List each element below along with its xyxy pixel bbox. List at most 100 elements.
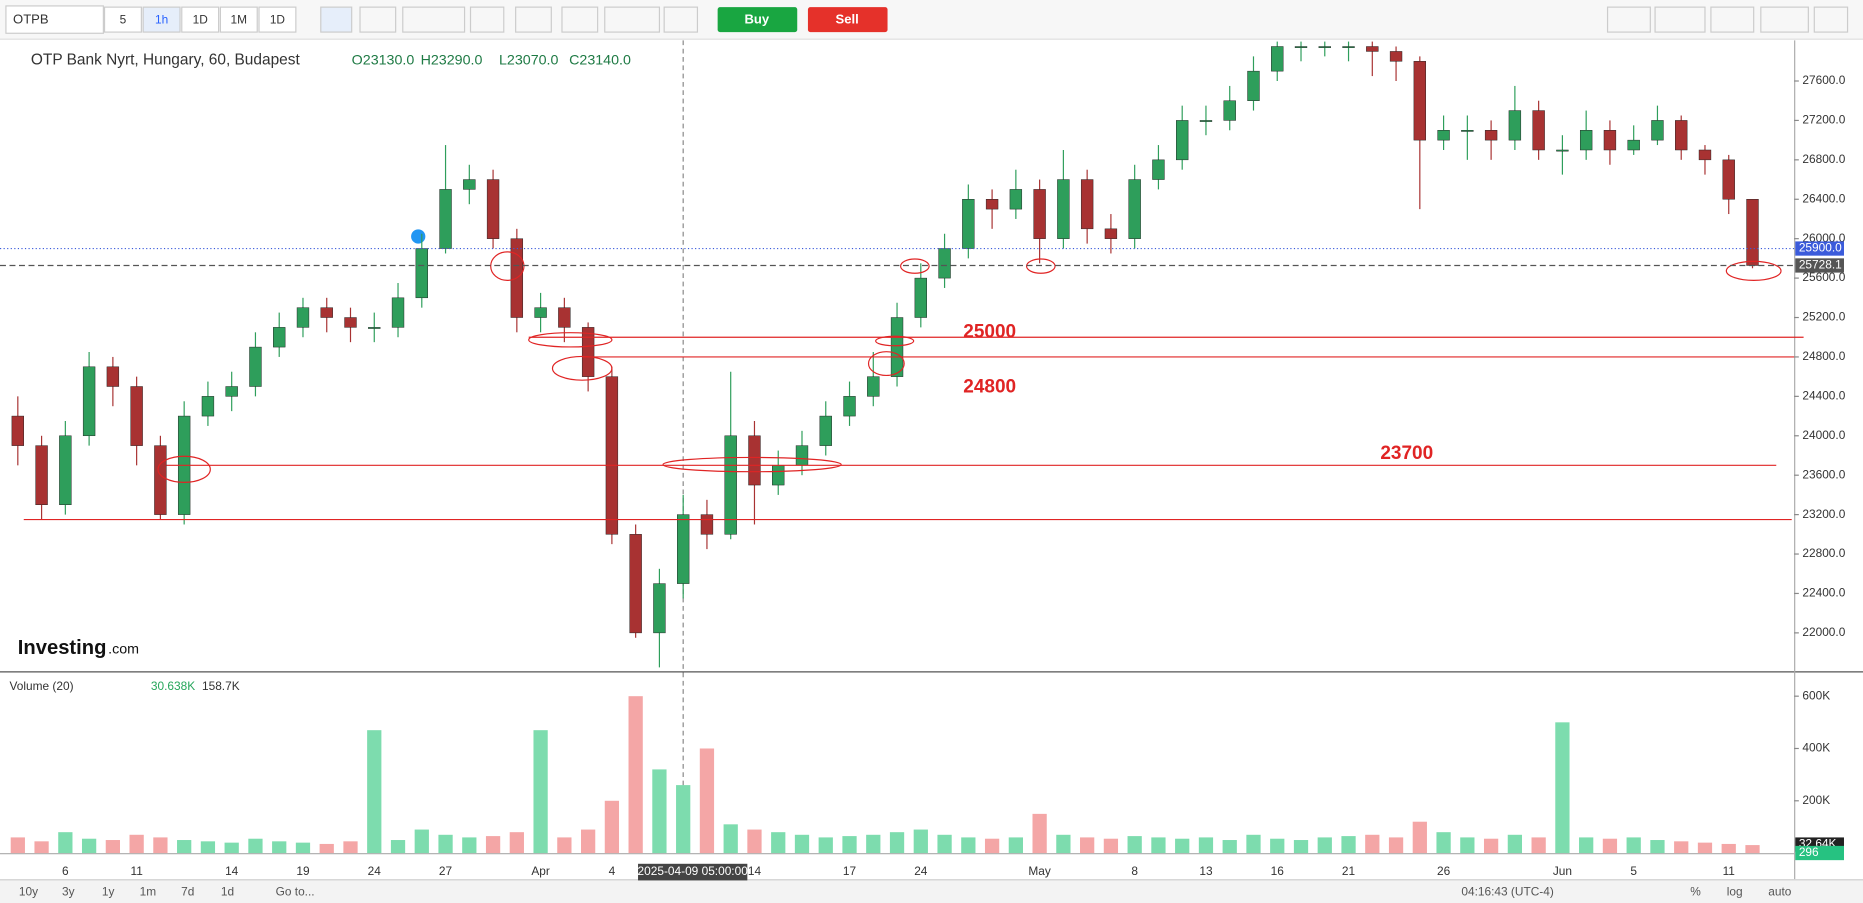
y-tick-label: 22000.0 [1802,625,1845,639]
price-marker-box [1795,241,1844,256]
volume-bar [367,730,382,854]
candle-body [1556,149,1569,152]
volume-bar [604,800,620,854]
scale-option[interactable]: % [1690,884,1701,898]
volume-bar [723,824,738,854]
volume-bar [1674,841,1689,854]
candle-body [985,199,999,210]
interval-label[interactable]: 1D [270,12,285,26]
interval-label[interactable]: 1h [155,12,168,26]
volume-bar [1436,832,1451,854]
candle-body [890,317,904,377]
volume-bar [177,840,192,854]
scale-option[interactable]: log [1727,884,1743,898]
symbol[interactable]: OTPB [13,12,49,27]
settings-icon[interactable] [469,6,505,33]
volume-bar [58,832,73,854]
range-button[interactable]: 10y [19,884,38,898]
volume-bar [580,829,596,854]
volume-ma-value: 158.7K [202,679,240,693]
candle-body [1532,110,1545,151]
compare-icon[interactable] [561,6,599,33]
level-label: 25000 [963,322,1016,343]
x-tick-label: 8 [1131,864,1138,878]
candle-body [605,376,619,535]
buy-button[interactable] [717,7,798,33]
candle-body [154,445,167,515]
candle-body [1199,120,1213,122]
candle-body [1437,130,1450,141]
scale-option[interactable]: auto [1768,884,1792,898]
x-tick-label: 11 [1723,864,1736,878]
volume-bar [1032,813,1047,854]
save-icon[interactable] [1760,6,1809,33]
interval-label[interactable]: 1D [193,12,208,26]
x-tick-label: 26 [1437,864,1451,878]
candle-body [11,415,25,446]
interval-button[interactable] [181,6,220,33]
candle-body [1033,189,1046,239]
volume-bar [1626,837,1641,854]
candle-body [1579,130,1593,151]
candle-body [1271,46,1284,72]
volume-bar [248,838,263,854]
candle-body [1104,228,1118,239]
sell-button[interactable] [807,7,888,33]
range-button[interactable]: 1d [221,884,234,898]
volume-bar [557,837,572,854]
line-icon[interactable] [359,6,397,33]
candle-icon[interactable] [320,6,353,33]
price-marker-label: 25728.1 [1799,258,1842,272]
volume-bar [1602,838,1618,854]
candle-body [463,179,476,190]
interval-label[interactable]: 5 [120,12,127,26]
volume-bar [1341,836,1356,854]
volume-bar [652,769,667,854]
camera-icon[interactable] [1606,6,1651,33]
interval-button[interactable] [103,6,142,33]
candle-body [1722,159,1735,200]
volume-bar [1080,837,1095,854]
candle-body [1247,70,1260,101]
buy-label[interactable]: Buy [745,12,770,27]
interval-button[interactable] [142,6,181,33]
undo-redo-icon[interactable] [604,6,661,33]
indicator-icon[interactable] [402,6,466,33]
candle-body [1484,130,1498,141]
interval-button[interactable] [219,6,258,33]
range-button[interactable]: 3y [62,884,75,898]
alert-icon[interactable] [663,6,699,33]
candle-body [273,327,286,348]
candle-body [914,277,927,318]
range-button[interactable]: 7d [181,884,194,898]
volume-bar [81,838,97,854]
position-marker[interactable] [411,229,426,244]
candle-body [225,386,238,397]
volume-bar [676,785,691,854]
load-icon[interactable] [1710,6,1755,33]
range-button[interactable]: 1m [140,884,157,898]
volume-bar [1555,722,1570,854]
volume-bar [438,834,453,854]
interval-label[interactable]: 1M [231,12,247,26]
candle-body [558,307,571,328]
studies-icon[interactable] [515,6,552,33]
y-tick-label: 22800.0 [1802,546,1845,560]
x-tick-label: May [1028,864,1050,878]
range-button[interactable]: 1y [102,884,115,898]
goto-link[interactable]: Go to... [276,884,315,898]
template-icon[interactable] [1654,6,1706,33]
candle-body [439,189,452,249]
volume-bar [1293,840,1309,854]
candle-body [1698,149,1712,161]
fullscreen-icon[interactable] [1813,6,1849,33]
candle-body [1294,46,1308,48]
volume-bar [1175,838,1190,854]
interval-button[interactable] [258,6,297,33]
candle-body [819,415,832,446]
sell-label[interactable]: Sell [836,12,859,27]
symbol-box[interactable] [5,5,104,34]
volume-bar [533,730,548,854]
